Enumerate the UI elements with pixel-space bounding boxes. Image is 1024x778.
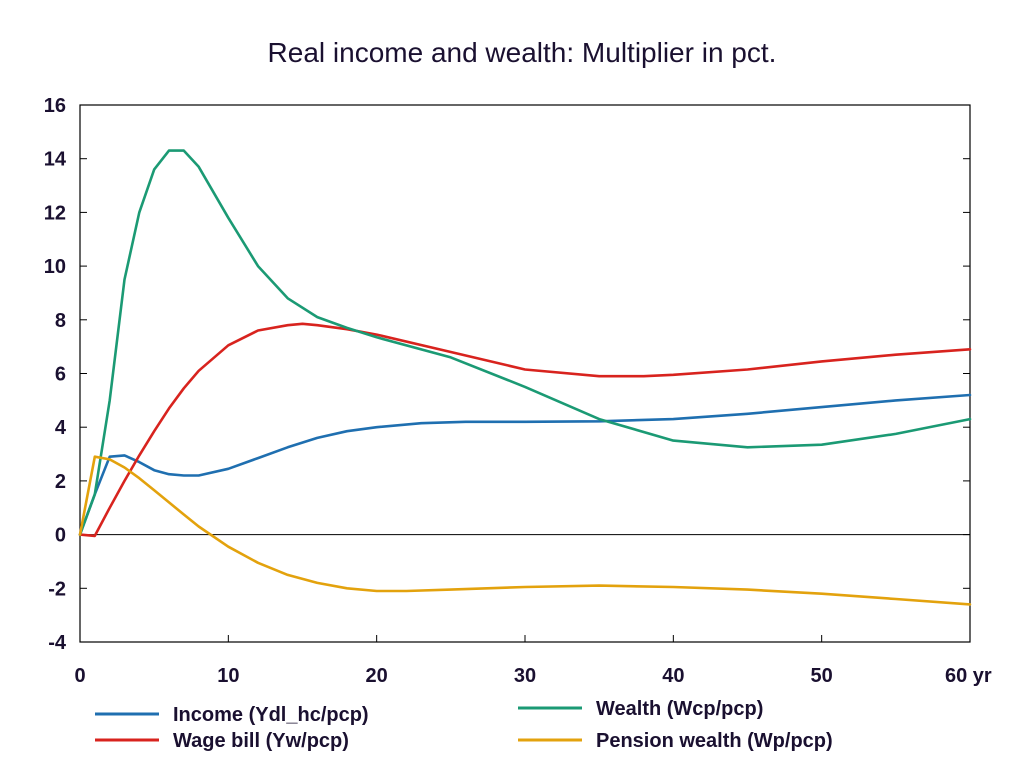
x-tick-label: 30: [514, 665, 536, 687]
y-tick-label: 6: [55, 364, 66, 386]
y-tick-label: 12: [44, 202, 66, 224]
plot-area: -4 -2 0 2 4 6 8 10 12 14 16 0 10 20 30 40 50 60 yr: [44, 95, 992, 687]
x-tick-label: 10: [217, 665, 239, 687]
y-tick-label: 4: [55, 417, 67, 439]
series-line-4: [78, 455, 972, 606]
y-tick-label: -2: [48, 578, 66, 600]
x-tick-label: 0: [74, 665, 85, 687]
y-tick-label: 14: [44, 149, 67, 171]
series-line-3: [78, 149, 972, 536]
x-tick-label: 20: [366, 665, 388, 687]
legend-label: Wealth (Wcp/pcp): [596, 698, 763, 720]
x-tick-label: 40: [662, 665, 684, 687]
legend-label: Income (Ydl_hc/pcp): [173, 704, 369, 726]
legend-label: Pension wealth (Wp/pcp): [596, 730, 833, 752]
legend-label: Wage bill (Yw/pcp): [173, 730, 349, 752]
y-tick-label: 2: [55, 471, 66, 493]
y-tick-label: -4: [48, 632, 67, 654]
y-tick-label: 8: [55, 310, 66, 332]
chart-title: Real income and wealth: Multiplier in pc…: [268, 37, 777, 68]
plot-frame: [79, 104, 971, 643]
x-tick-label: 50: [811, 665, 833, 687]
y-tick-label: 16: [44, 95, 66, 117]
series-line-1: [78, 393, 972, 536]
x-tick-label: 60 yr: [945, 665, 992, 687]
series-line-2: [78, 322, 972, 538]
legend: Income (Ydl_hc/pcp) Wage bill (Yw/pcp) Wea…: [95, 698, 833, 752]
y-tick-label: 0: [55, 525, 66, 547]
y-tick-label: 10: [44, 256, 66, 278]
